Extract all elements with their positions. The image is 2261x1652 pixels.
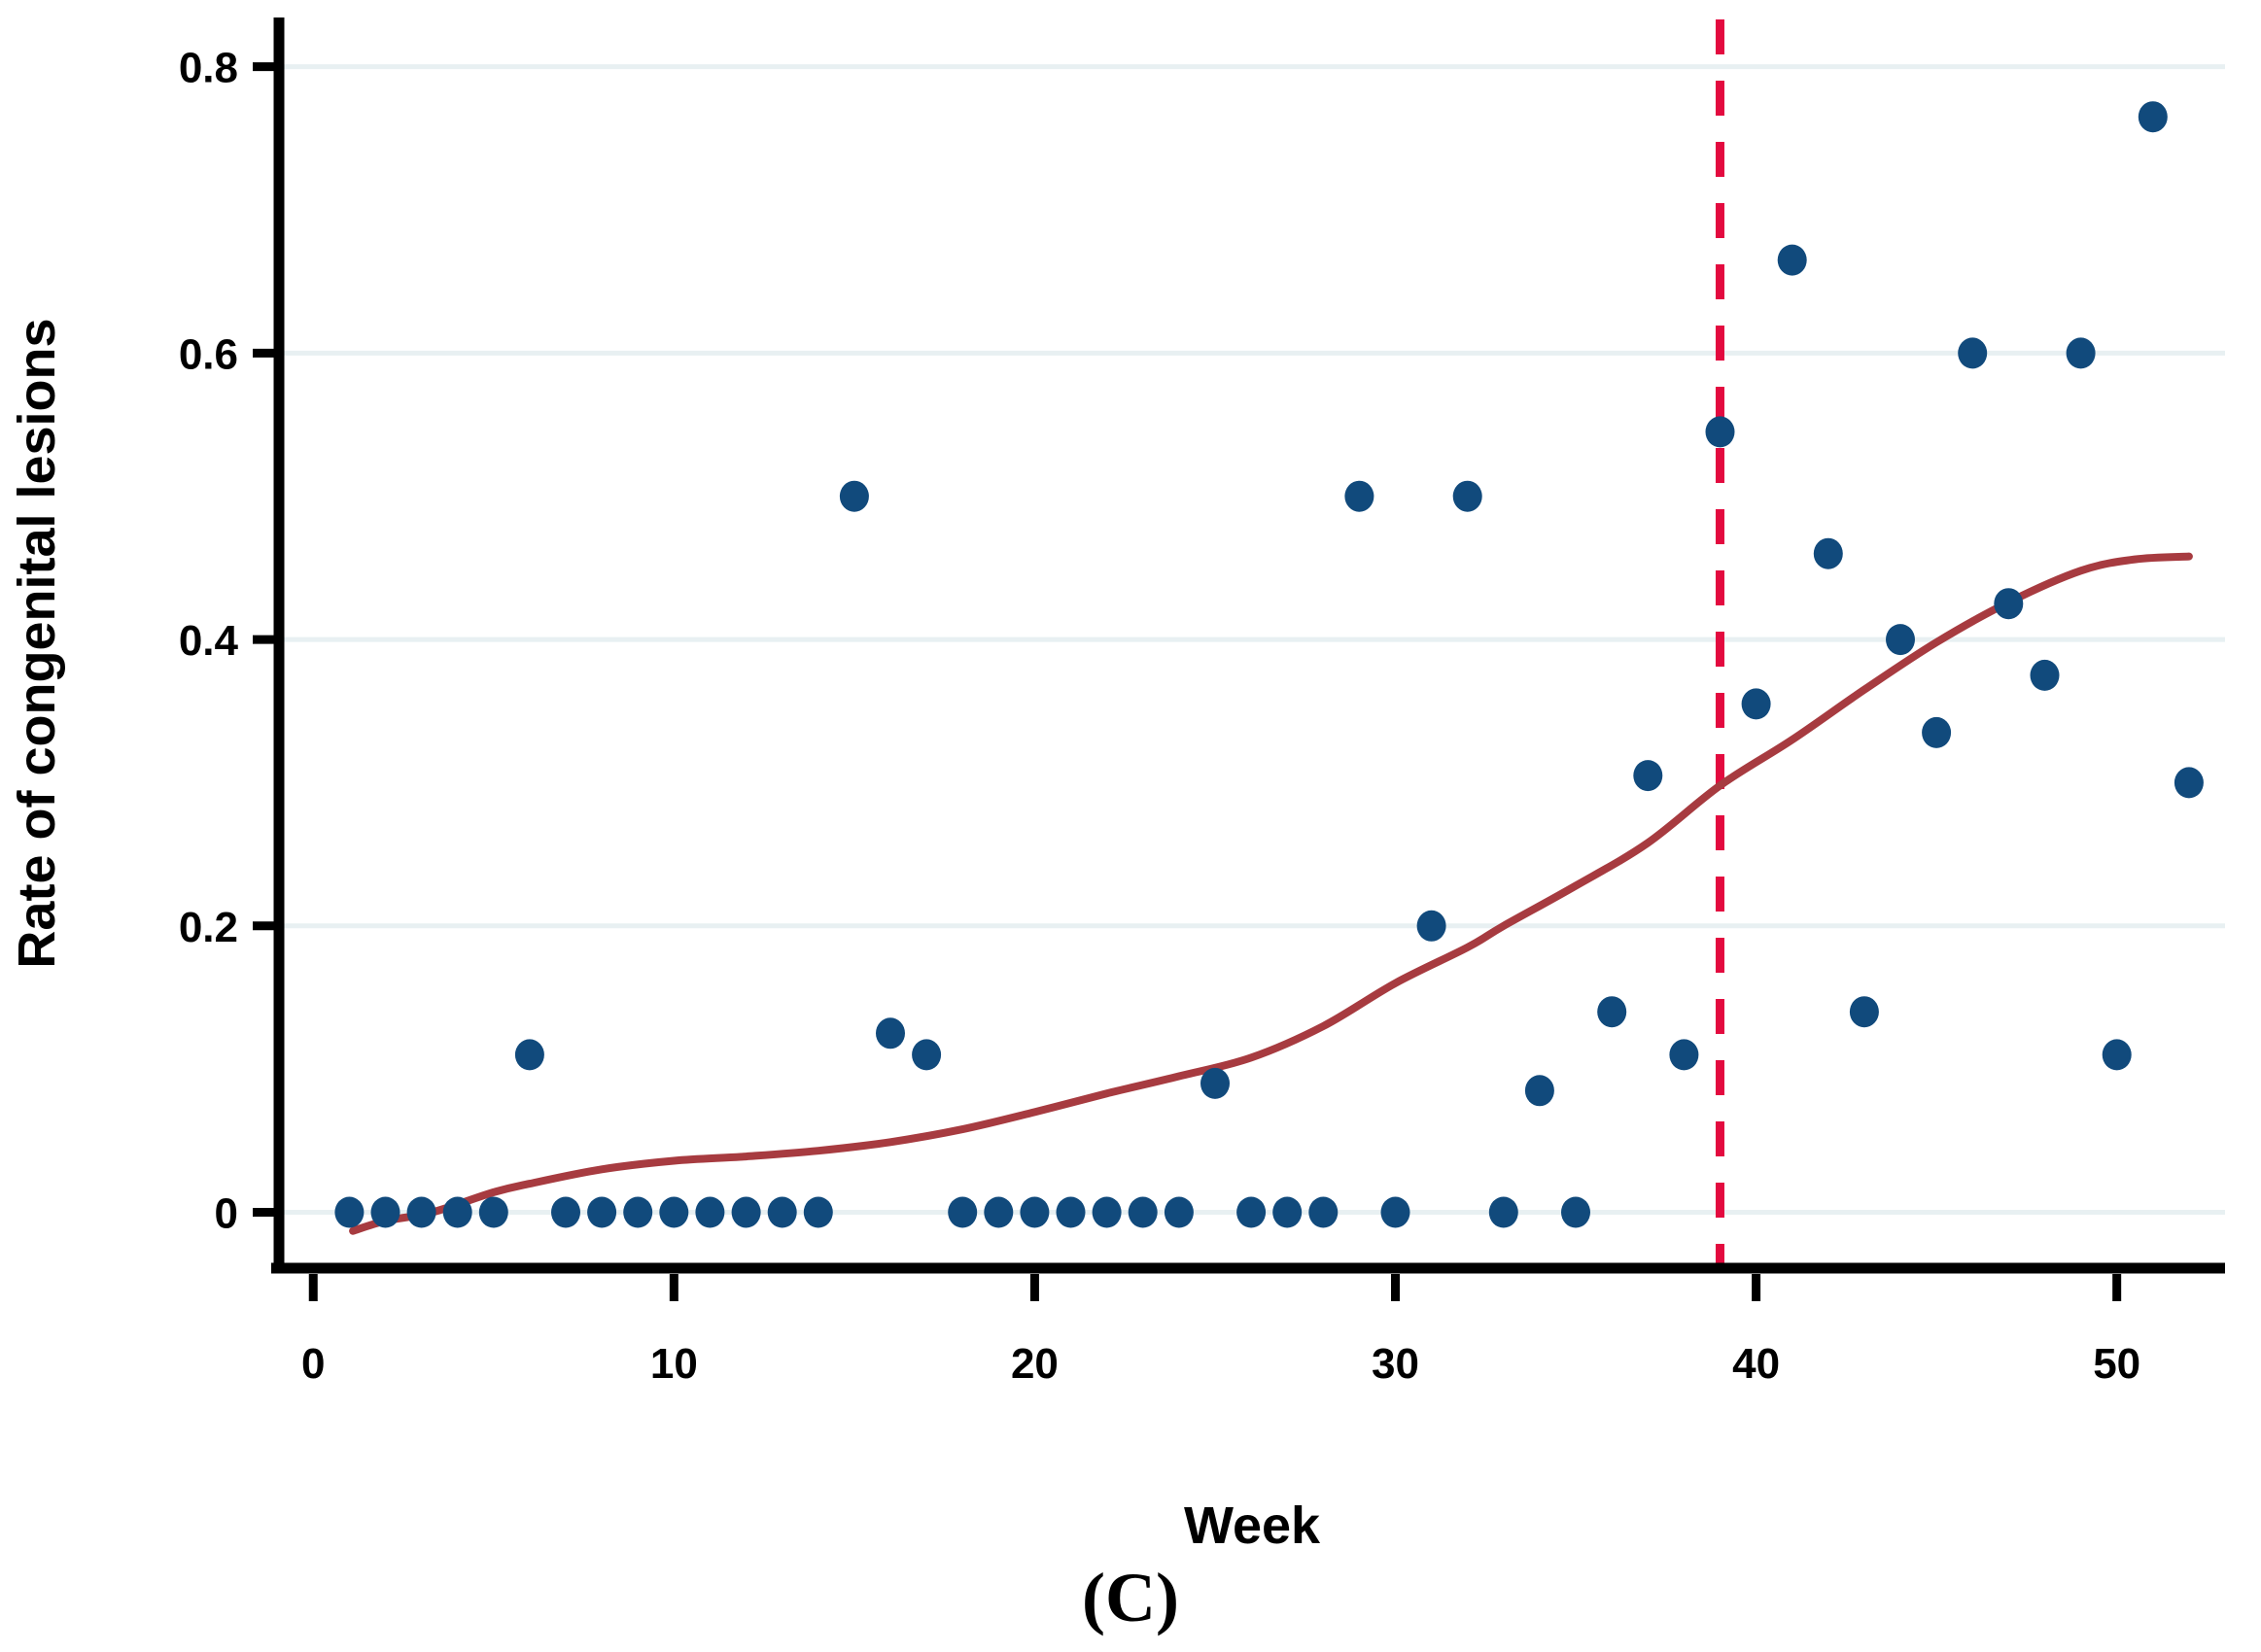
scatter-point [406, 1196, 436, 1228]
scatter-point [839, 480, 869, 512]
scatter-point [1416, 910, 1446, 942]
scatter-point [1849, 996, 1879, 1028]
x-tick-label: 30 [1372, 1340, 1419, 1388]
x-tick-label: 20 [1011, 1340, 1059, 1388]
scatter-point [912, 1039, 942, 1071]
tick-labels: 0 0.2 0.4 0.6 0.8 0 10 20 30 40 50 [179, 45, 2140, 1388]
scatter-point [767, 1196, 797, 1228]
scatter-point [1633, 760, 1663, 792]
scatter-point [1524, 1075, 1554, 1107]
lowess-curve [349, 552, 2193, 1235]
scatter-point [1705, 416, 1735, 448]
scatter-point [2066, 337, 2096, 369]
scatter-point [587, 1196, 617, 1228]
scatter-point [659, 1196, 689, 1228]
scatter-point [948, 1196, 978, 1228]
x-tick-label: 40 [1732, 1340, 1780, 1388]
scatter-point [1488, 1196, 1518, 1228]
scatter-point [2138, 101, 2168, 133]
scatter-point [1380, 1196, 1410, 1228]
x-axis-title: Week [1184, 1497, 1321, 1555]
x-tick-label: 10 [650, 1340, 698, 1388]
scatter-point [1561, 1196, 1590, 1228]
scatter-point [1922, 716, 1952, 748]
scatter-point [1886, 624, 1915, 656]
scatter-point [514, 1039, 544, 1071]
y-tick-label: 0.8 [179, 45, 238, 92]
scatter-point [334, 1196, 365, 1228]
scatter-point [1669, 1039, 1699, 1071]
scatter-point [551, 1196, 580, 1228]
y-axis-title: Rate of congenital lesions [8, 318, 66, 968]
scatter-point [1272, 1196, 1303, 1228]
scatter-point [1128, 1196, 1158, 1228]
x-tick-label: 50 [2093, 1340, 2140, 1388]
scatter-point [1308, 1196, 1339, 1228]
scatter-point [695, 1196, 725, 1228]
scatter-point [1092, 1196, 1122, 1228]
x-tick-label: 0 [301, 1340, 325, 1388]
scatter-point [731, 1196, 761, 1228]
scatter-point [1056, 1196, 1086, 1228]
scatter-points [334, 101, 2204, 1228]
scatter-point [623, 1196, 653, 1228]
axes [253, 17, 2225, 1301]
scatter-point [1020, 1196, 1050, 1228]
y-tick-label: 0 [215, 1190, 238, 1238]
scatter-point [1344, 480, 1374, 512]
scatter-point [2030, 659, 2060, 691]
scatter-point [1777, 244, 1807, 276]
scatter-point [1813, 537, 1843, 569]
scatter-point [1958, 337, 1988, 369]
gridlines [284, 64, 2225, 1216]
y-tick-label: 0.2 [179, 904, 238, 951]
figure-caption: (C) [1082, 1559, 1179, 1636]
y-tick-label: 0.6 [179, 330, 238, 378]
scatter-point [1452, 480, 1482, 512]
scatter-point [984, 1196, 1014, 1228]
y-tick-label: 0.4 [179, 617, 239, 665]
scatter-point [2174, 767, 2204, 799]
scatter-point [803, 1196, 833, 1228]
scatter-point [1994, 588, 2024, 620]
scatter-point [2102, 1039, 2132, 1071]
scatter-point [478, 1196, 508, 1228]
scatter-point [1741, 688, 1771, 720]
scatter-point [876, 1017, 905, 1050]
scatter-point [1597, 996, 1627, 1028]
lowess-smooth-path [349, 552, 2193, 1235]
scatter-point [1236, 1196, 1267, 1228]
scatter-point [1164, 1196, 1194, 1228]
scatter-point [370, 1196, 400, 1228]
scatter-point [1200, 1067, 1230, 1099]
scatter-point [442, 1196, 472, 1228]
